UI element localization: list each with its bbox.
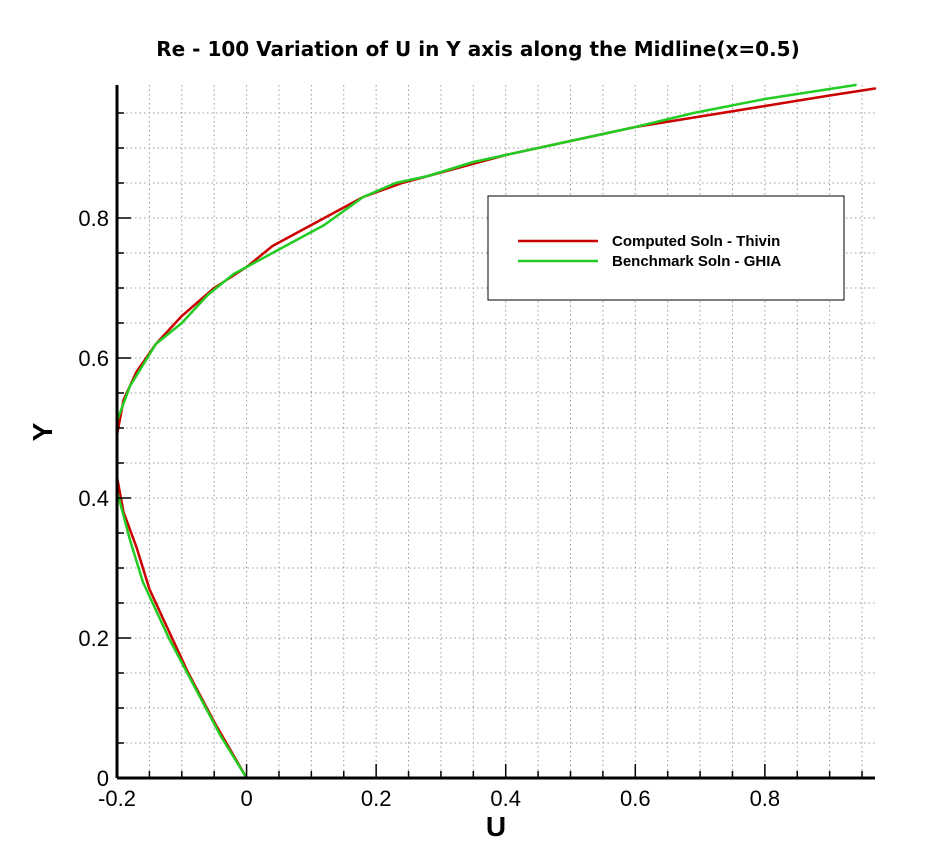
y-axis-label: Y xyxy=(27,422,58,441)
y-tick-label: 0.4 xyxy=(78,486,109,511)
chart-title: Re - 100 Variation of U in Y axis along … xyxy=(156,37,799,61)
x-tick-label: -0.2 xyxy=(98,786,136,811)
ticks: -0.2 0 0.2 0.4 0.6 0.800.20.40.60.8 xyxy=(78,112,863,811)
x-tick-label: 0.6 xyxy=(620,786,651,811)
y-tick-label: 0.2 xyxy=(78,626,109,651)
legend: Computed Soln - Thivin Benchmark Soln - … xyxy=(487,195,845,301)
series-line-benchmark xyxy=(115,83,857,780)
series-layer xyxy=(115,83,877,780)
y-tick-label: 0.8 xyxy=(78,206,109,231)
x-axis-label: U xyxy=(486,811,506,842)
legend-label-computed: Computed Soln - Thivin xyxy=(612,233,780,250)
y-tick-label: 0.6 xyxy=(78,346,109,371)
x-tick-label: 0.2 xyxy=(361,786,392,811)
x-tick-label: 0.4 xyxy=(490,786,521,811)
y-tick-label: 0 xyxy=(97,766,109,791)
legend-label-benchmark: Benchmark Soln - GHIA xyxy=(612,253,781,270)
series-line-computed xyxy=(115,87,877,780)
x-tick-label: 0.8 xyxy=(750,786,781,811)
x-tick-label: 0 xyxy=(240,786,252,811)
grid xyxy=(116,85,875,778)
legend-box xyxy=(487,195,845,301)
